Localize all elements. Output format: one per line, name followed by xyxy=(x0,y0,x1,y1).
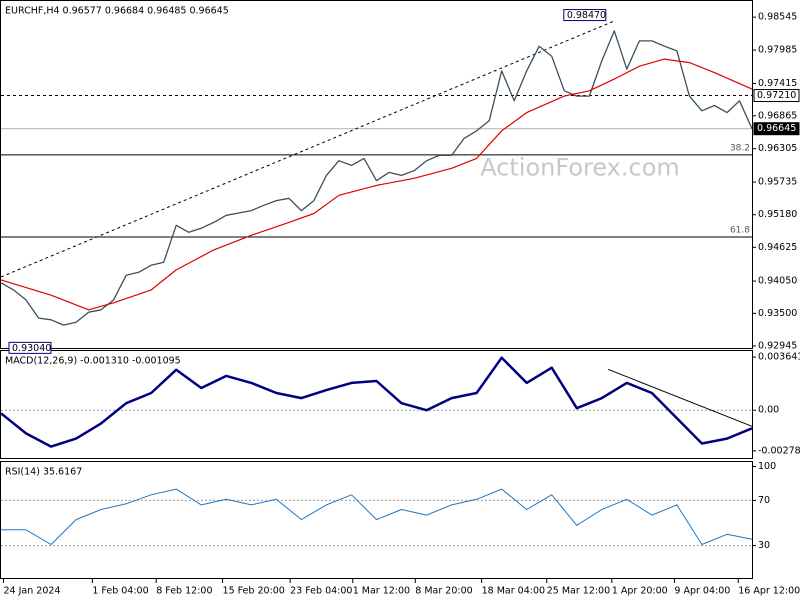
callout-box xyxy=(8,341,52,354)
y-tick-label: 100 xyxy=(758,461,776,472)
x-tick-label: 25 Mar 12:00 xyxy=(547,586,610,597)
price-tag-label: 0.96645 xyxy=(757,123,796,134)
y-tick-label: 0.00 xyxy=(758,405,779,416)
x-tick-label: 15 Feb 20:00 xyxy=(223,586,285,597)
y-tick-label: 70 xyxy=(758,495,770,506)
price-tag xyxy=(753,89,800,103)
panel-title: EURCHF,H4 0.96577 0.96684 0.96485 0.9664… xyxy=(5,6,229,17)
fib-label: 61.8 xyxy=(730,226,750,236)
x-tick-label: 1 Mar 12:00 xyxy=(353,586,410,597)
y-tick-label: 0.96305 xyxy=(758,143,797,154)
panel-title: RSI(14) 35.6167 xyxy=(5,467,82,478)
y-tick-label: 0.92945 xyxy=(758,340,797,351)
callout-box xyxy=(563,9,607,22)
panel-title: MACD(12,26,9) -0.001310 -0.001095 xyxy=(5,356,181,367)
trendline xyxy=(0,20,615,278)
series-line xyxy=(0,30,753,326)
y-tick-label: 0.97415 xyxy=(758,78,797,89)
callout-label: 0.98470 xyxy=(567,10,606,21)
y-tick-label: 0.94050 xyxy=(758,276,797,287)
x-tick-label: 1 Feb 04:00 xyxy=(92,586,148,597)
x-tick-label: 1 Apr 20:00 xyxy=(612,586,668,597)
x-tick-label: 18 Mar 04:00 xyxy=(482,586,545,597)
y-tick-label: 0.93500 xyxy=(758,308,797,319)
price-tag xyxy=(753,122,800,136)
y-tick-label: 0.95735 xyxy=(758,177,797,188)
y-tick-label: 30 xyxy=(758,540,770,551)
x-tick-label: 24 Jan 2024 xyxy=(4,586,61,597)
x-tick-label: 8 Mar 20:00 xyxy=(415,586,472,597)
fib-label: 38.2 xyxy=(730,143,750,153)
y-tick-label: 0.94625 xyxy=(758,242,797,253)
callout-label: 0.93040 xyxy=(12,343,51,354)
x-tick-label: 9 Apr 04:00 xyxy=(674,586,730,597)
trendline xyxy=(607,368,753,427)
series-line xyxy=(0,58,753,311)
y-tick-label: 0.96865 xyxy=(758,110,797,121)
rsi-panel xyxy=(0,461,753,579)
price-tag-label: 0.97210 xyxy=(757,90,796,101)
y-tick-label: 0.98545 xyxy=(758,12,797,23)
series-line xyxy=(0,356,753,448)
x-tick-label: 8 Feb 12:00 xyxy=(156,586,212,597)
y-tick-label: -0.002788 xyxy=(758,445,800,456)
macd-panel xyxy=(0,350,753,459)
x-tick-label: 16 Apr 12:00 xyxy=(738,586,800,597)
main-panel xyxy=(0,0,753,349)
series-line xyxy=(1,488,753,545)
y-tick-label: 0.97985 xyxy=(758,45,797,56)
y-tick-label: 0.95180 xyxy=(758,209,797,220)
x-tick-label: 23 Feb 04:00 xyxy=(290,586,352,597)
y-tick-label: 0.003641 xyxy=(758,352,800,363)
watermark: ActionForex.com xyxy=(480,154,680,182)
